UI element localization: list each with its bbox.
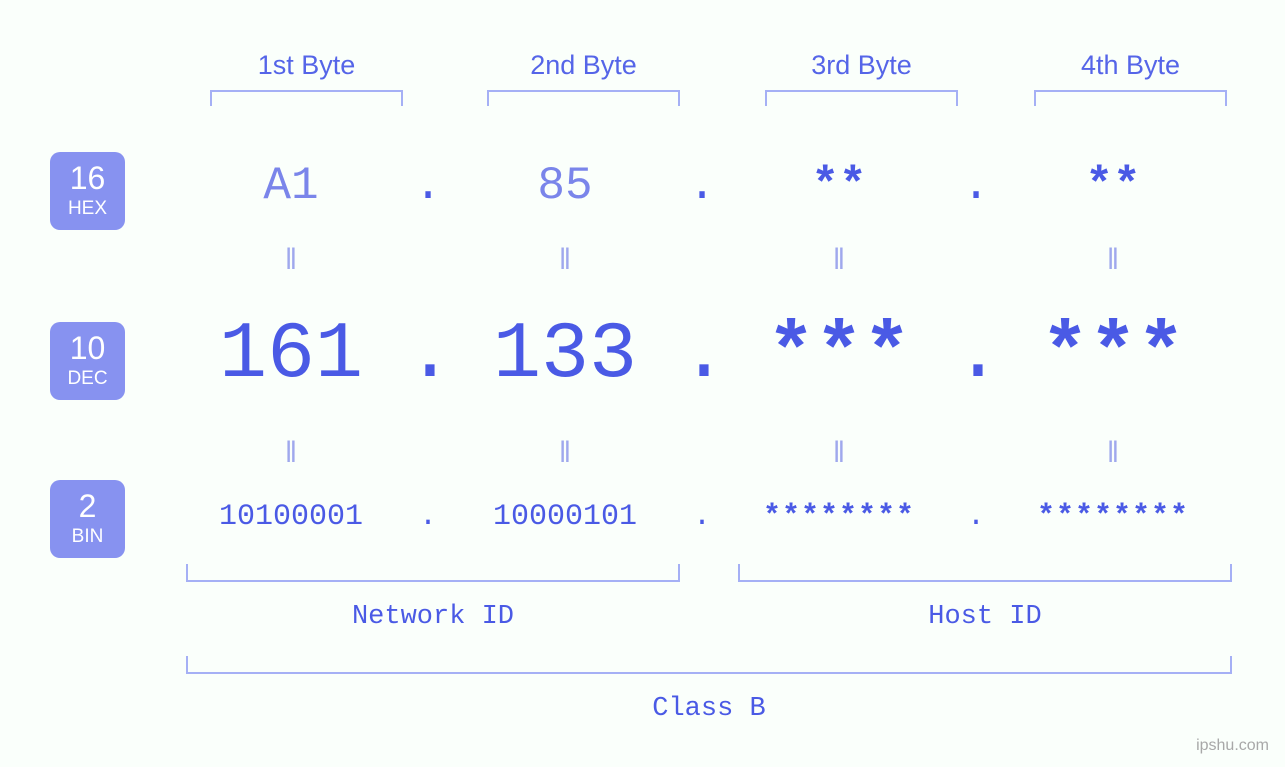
bracket-host: [738, 564, 1232, 582]
base-badge-hex: 16 HEX: [50, 152, 125, 230]
eq1-2: ǁ: [450, 245, 680, 279]
bin-row: 10100001 . 10000101 . ******** . *******…: [176, 500, 1228, 534]
hex-row: A1 . 85 . ** . **: [176, 160, 1228, 212]
top-bracket-3: [765, 90, 958, 106]
label-network: Network ID: [186, 602, 680, 632]
hex-dot-2: .: [680, 160, 724, 212]
label-class: Class B: [186, 694, 1232, 724]
base-badge-dec: 10 DEC: [50, 322, 125, 400]
base-lbl-bin: BIN: [72, 526, 104, 548]
eq2-3: ǁ: [724, 438, 954, 472]
bin-b3: ********: [724, 500, 954, 534]
dec-b3: ***: [724, 310, 954, 401]
dec-dot-2: .: [680, 310, 724, 401]
bin-dot-3: .: [954, 500, 998, 534]
base-num-bin: 2: [79, 490, 97, 522]
byte-header-4: 4th Byte: [1034, 50, 1227, 81]
watermark: ipshu.com: [1196, 737, 1269, 755]
eq-row-1: ǁ ǁ ǁ ǁ: [176, 245, 1228, 279]
dec-b2: 133: [450, 310, 680, 401]
eq2-4: ǁ: [998, 438, 1228, 472]
hex-b3: **: [724, 160, 954, 212]
bin-dot-1: .: [406, 500, 450, 534]
eq2-2: ǁ: [450, 438, 680, 472]
dec-b1: 161: [176, 310, 406, 401]
dec-dot-1: .: [406, 310, 450, 401]
dec-dot-3: .: [954, 310, 998, 401]
top-bracket-4: [1034, 90, 1227, 106]
byte-header-1: 1st Byte: [210, 50, 403, 81]
base-badge-bin: 2 BIN: [50, 480, 125, 558]
label-host: Host ID: [738, 602, 1232, 632]
eq1-3: ǁ: [724, 245, 954, 279]
eq-row-2: ǁ ǁ ǁ ǁ: [176, 438, 1228, 472]
bracket-class: [186, 656, 1232, 674]
hex-b4: **: [998, 160, 1228, 212]
bin-b4: ********: [998, 500, 1228, 534]
hex-dot-1: .: [406, 160, 450, 212]
top-bracket-2: [487, 90, 680, 106]
eq1-1: ǁ: [176, 245, 406, 279]
base-num-dec: 10: [70, 332, 106, 364]
eq1-4: ǁ: [998, 245, 1228, 279]
eq2-1: ǁ: [176, 438, 406, 472]
dec-b4: ***: [998, 310, 1228, 401]
hex-b2: 85: [450, 160, 680, 212]
base-lbl-dec: DEC: [67, 368, 107, 390]
bin-b1: 10100001: [176, 500, 406, 534]
base-lbl-hex: HEX: [68, 198, 107, 220]
hex-b1: A1: [176, 160, 406, 212]
bracket-network: [186, 564, 680, 582]
byte-header-3: 3rd Byte: [765, 50, 958, 81]
dec-row: 161 . 133 . *** . ***: [176, 310, 1228, 401]
bin-b2: 10000101: [450, 500, 680, 534]
base-num-hex: 16: [70, 162, 106, 194]
hex-dot-3: .: [954, 160, 998, 212]
bin-dot-2: .: [680, 500, 724, 534]
byte-header-2: 2nd Byte: [487, 50, 680, 81]
top-bracket-1: [210, 90, 403, 106]
